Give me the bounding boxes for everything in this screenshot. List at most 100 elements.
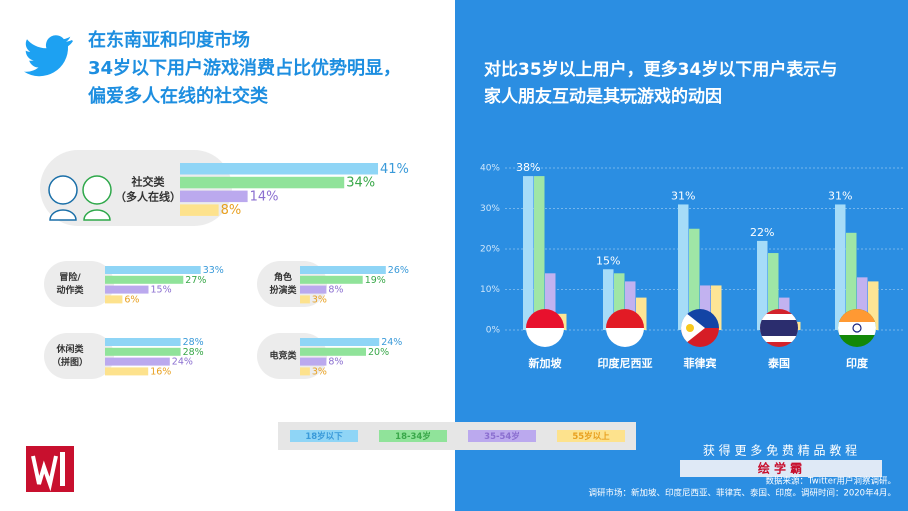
category-label: 扮演类	[269, 284, 297, 296]
category-label: （拼图）	[52, 356, 88, 368]
y-tick-label: 10%	[480, 285, 500, 295]
legend-swatch	[290, 430, 358, 442]
bar	[300, 295, 310, 304]
value-label: 6%	[124, 294, 139, 305]
bar	[835, 204, 846, 330]
chart-title: 偏爱多人在线的社交类	[88, 85, 269, 107]
x-tick-label: 新加坡	[529, 356, 563, 370]
bar	[180, 204, 219, 216]
y-tick-label: 0%	[486, 326, 501, 336]
category-label: （多人在线）	[115, 190, 181, 204]
value-label: 3%	[312, 366, 327, 377]
x-tick-label: 印度	[846, 356, 869, 370]
legend-swatch	[557, 430, 625, 442]
source-note: 数据来源：Twitter用户洞察调研。	[766, 476, 897, 487]
value-label: 8%	[221, 203, 242, 218]
bar	[105, 357, 170, 366]
bar	[636, 297, 647, 330]
chart-title: 在东南亚和印度市场	[88, 29, 250, 51]
value-label: 27%	[185, 275, 206, 286]
bar	[846, 232, 857, 330]
bar	[105, 347, 181, 356]
bar	[300, 285, 327, 294]
value-label: 34%	[346, 176, 375, 191]
value-label: 24%	[381, 337, 402, 348]
bar	[300, 266, 386, 274]
value-label: 16%	[150, 366, 171, 377]
category-label: 休闲类	[55, 343, 84, 355]
value-label: 14%	[250, 189, 279, 204]
bar	[105, 338, 181, 346]
watermark: 获 得 更 多 免 费 精 品 教 程	[703, 443, 857, 458]
flags	[526, 309, 876, 347]
bar	[689, 228, 700, 330]
x-tick-label: 印度尼西亚	[598, 356, 653, 370]
legend-swatch	[468, 430, 536, 442]
bar	[700, 285, 711, 330]
bar	[545, 273, 556, 330]
legend-swatch	[379, 430, 447, 442]
legend-label: 18岁以下	[305, 431, 343, 442]
bar	[523, 176, 534, 330]
bar	[300, 338, 380, 346]
watermark: 绘 学 霸	[758, 461, 802, 476]
chart-title: 34岁以下用户游戏消费占比优势明显，	[88, 57, 401, 79]
bar	[868, 281, 879, 330]
value-label: 24%	[172, 357, 193, 368]
bar	[300, 367, 310, 376]
value-label: 3%	[312, 294, 327, 305]
bar	[105, 275, 184, 284]
legend-label: 55岁以上	[572, 431, 610, 442]
category-label: 角色	[274, 271, 292, 283]
bar	[603, 269, 614, 330]
value-label: 28%	[183, 337, 204, 348]
x-tick-label: 泰国	[767, 356, 790, 370]
value-label: 20%	[368, 347, 389, 358]
value-label: 28%	[183, 347, 204, 358]
watermark-box	[680, 460, 882, 477]
value-label: 15%	[596, 254, 620, 267]
bar	[614, 273, 625, 330]
value-label: 8%	[328, 285, 343, 296]
bar	[857, 277, 868, 330]
bar	[105, 285, 149, 294]
category-label: 电竞类	[269, 350, 297, 362]
bar	[300, 357, 327, 366]
bar	[625, 281, 636, 330]
bar	[678, 204, 689, 330]
bar	[105, 295, 123, 304]
bar	[105, 367, 149, 376]
chart-title: 家人朋友互动是其玩游戏的动因	[484, 86, 722, 107]
y-tick-label: 20%	[480, 245, 500, 255]
value-label: 33%	[203, 265, 224, 276]
value-label: 31%	[671, 189, 695, 202]
bar	[534, 176, 545, 330]
category-label: 动作类	[56, 284, 84, 296]
markets-note: 调研市场：新加坡、印度尼西亚、菲律宾、泰国、印度。调研时间：2020年4月。	[588, 488, 896, 499]
value-label: 31%	[828, 189, 852, 202]
value-label: 22%	[750, 226, 774, 239]
y-tick-label: 40%	[480, 164, 500, 174]
value-label: 41%	[380, 162, 409, 177]
bar	[180, 176, 345, 189]
value-label: 38%	[516, 161, 540, 174]
y-tick-label: 30%	[480, 204, 500, 214]
category-label: 冒险/	[59, 271, 81, 283]
bar	[180, 163, 379, 175]
bar	[300, 275, 363, 284]
legend-label: 35-54岁	[484, 431, 520, 442]
chart-title: 对比35岁以上用户，更多34岁以下用户表示与	[484, 59, 837, 80]
logo	[26, 446, 74, 492]
value-label: 19%	[365, 275, 386, 286]
bar	[768, 253, 779, 330]
bar	[757, 240, 768, 330]
bar	[105, 266, 201, 274]
value-label: 15%	[151, 285, 172, 296]
legend-label: 18-34岁	[395, 431, 431, 442]
bar	[711, 285, 722, 330]
category-label: 社交类	[131, 175, 166, 189]
bar	[300, 347, 366, 356]
twitter-logo	[24, 35, 73, 77]
bar	[180, 190, 248, 203]
